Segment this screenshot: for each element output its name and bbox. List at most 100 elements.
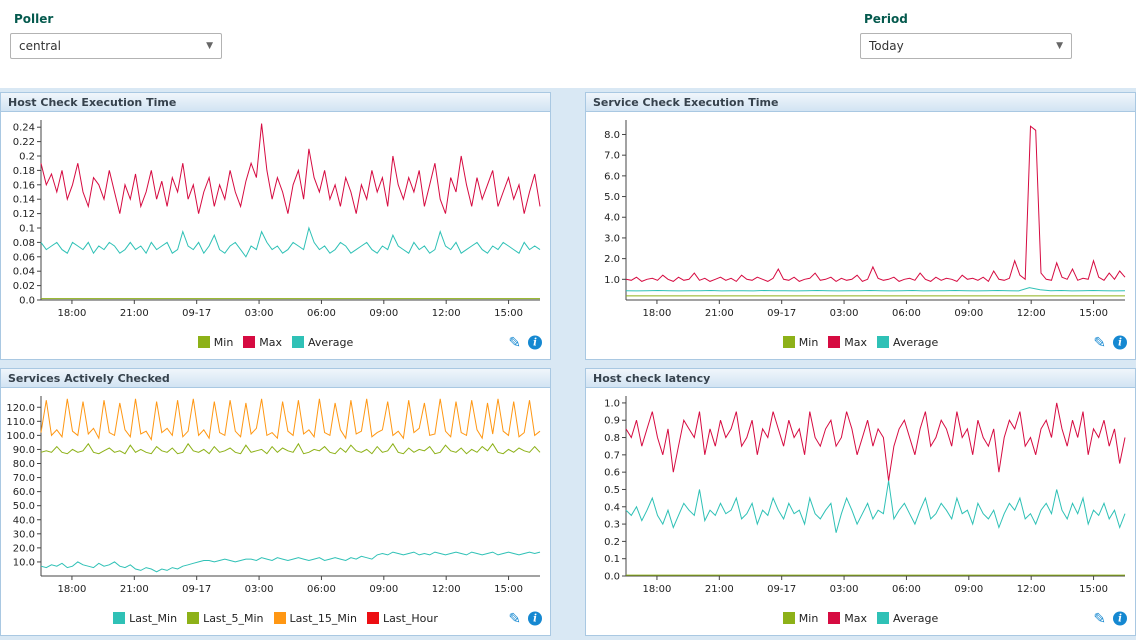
- legend-swatch: [273, 612, 286, 624]
- legend-label: Last_Hour: [382, 612, 438, 625]
- svg-text:12:00: 12:00: [432, 308, 461, 319]
- panel-footer: Min Max Average ✎ i: [1, 326, 550, 359]
- svg-text:60.0: 60.0: [13, 487, 35, 498]
- panel-host-check-execution-time: Host Check Execution Time 0.24 0.22 0.2 0.1…: [0, 92, 551, 360]
- svg-text:8.0: 8.0: [604, 130, 620, 141]
- panel-header: Service Check Execution Time: [586, 93, 1135, 112]
- svg-text:1.0: 1.0: [604, 398, 620, 409]
- svg-text:0.02: 0.02: [13, 281, 35, 292]
- line-chart: 8.0 7.0 6.0 5.0 4.0 3.0 2.0 1.0 18:00 21:00 09-17 0…: [586, 112, 1135, 326]
- charts-grid: Host Check Execution Time 0.24 0.22 0.2 0.1…: [0, 88, 1136, 640]
- period-label: Period: [864, 12, 908, 26]
- legend-swatch: [292, 336, 305, 348]
- svg-text:12:00: 12:00: [1017, 584, 1046, 595]
- info-icon[interactable]: i: [1113, 611, 1127, 626]
- poller-selected-value: central: [19, 39, 61, 53]
- svg-text:06:00: 06:00: [307, 584, 336, 595]
- legend-item: Max: [828, 612, 867, 625]
- legend-item: Max: [828, 336, 867, 349]
- poller-select[interactable]: central ▼: [10, 33, 222, 59]
- svg-text:12:00: 12:00: [432, 584, 461, 595]
- svg-text:15:00: 15:00: [494, 308, 523, 319]
- svg-text:0.2: 0.2: [19, 152, 35, 163]
- svg-text:1.0: 1.0: [604, 275, 620, 286]
- panel-footer: Last_Min Last_5_Min Last_15_Min Last_Hour ✎…: [1, 602, 550, 635]
- panel-title: Services Actively Checked: [8, 371, 170, 385]
- edit-icon[interactable]: ✎: [508, 609, 521, 627]
- legend-item: Last_Min: [113, 612, 177, 625]
- legend-label: Min: [798, 336, 819, 349]
- legend-label: Max: [259, 336, 283, 349]
- panel-footer: Min Max Average ✎ i: [586, 326, 1135, 359]
- legend-swatch: [113, 612, 126, 624]
- panel-header: Services Actively Checked: [1, 369, 550, 388]
- legend-label: Last_5_Min: [203, 612, 264, 625]
- poller-filter: Poller central ▼: [10, 12, 222, 59]
- svg-text:21:00: 21:00: [120, 308, 149, 319]
- period-selected-value: Today: [869, 39, 904, 53]
- legend-item: Last_5_Min: [187, 612, 264, 625]
- svg-text:0.12: 0.12: [13, 209, 35, 220]
- svg-text:0.08: 0.08: [13, 238, 35, 249]
- legend-item: Average: [877, 336, 938, 349]
- svg-text:0.04: 0.04: [13, 267, 35, 278]
- svg-text:09:00: 09:00: [954, 308, 983, 319]
- svg-text:110.0: 110.0: [6, 417, 35, 428]
- legend-item: Average: [877, 612, 938, 625]
- svg-text:0.0: 0.0: [604, 572, 620, 583]
- svg-text:09-17: 09-17: [182, 308, 211, 319]
- svg-text:15:00: 15:00: [1079, 308, 1108, 319]
- panel-header: Host Check Execution Time: [1, 93, 550, 112]
- legend-label: Average: [893, 612, 939, 625]
- panel-title: Service Check Execution Time: [593, 95, 779, 109]
- svg-text:09-17: 09-17: [182, 584, 211, 595]
- line-chart: 120.0 110.0 100.0 90.0 80.0 70.0 60.0 50.0 40.0 3…: [1, 388, 550, 602]
- chart-legend: Min Max Average: [782, 336, 938, 349]
- period-select[interactable]: Today ▼: [860, 33, 1072, 59]
- panel-service-check-execution-time: Service Check Execution Time 8.0 7.0 6.0 5.…: [585, 92, 1136, 360]
- legend-label: Max: [844, 336, 868, 349]
- legend-item: Min: [782, 336, 819, 349]
- svg-text:100.0: 100.0: [6, 431, 35, 442]
- svg-text:7.0: 7.0: [604, 151, 620, 162]
- svg-text:03:00: 03:00: [245, 584, 274, 595]
- svg-text:03:00: 03:00: [830, 584, 859, 595]
- svg-text:0.22: 0.22: [13, 137, 35, 148]
- legend-item: Min: [782, 612, 819, 625]
- legend-swatch: [187, 612, 200, 624]
- svg-text:0.06: 0.06: [13, 252, 35, 263]
- info-icon[interactable]: i: [528, 335, 542, 350]
- svg-text:0.1: 0.1: [604, 554, 620, 565]
- svg-text:30.0: 30.0: [13, 529, 35, 540]
- line-chart: 1.0 0.9 0.8 0.7 0.6 0.5 0.4 0.3 0.2 0.1 0.0 18:00 21…: [586, 388, 1135, 602]
- svg-text:0.16: 0.16: [13, 180, 35, 191]
- panel-header: Host check latency: [586, 369, 1135, 388]
- svg-text:20.0: 20.0: [13, 543, 35, 554]
- poller-label: Poller: [14, 12, 54, 26]
- panel-host-check-latency: Host check latency 1.0 0.9 0.8 0.7 0.6 0.5 0.4…: [585, 368, 1136, 636]
- legend-label: Last_Min: [129, 612, 178, 625]
- chart-legend: Last_Min Last_5_Min Last_15_Min Last_Hour: [113, 612, 438, 625]
- svg-text:0.2: 0.2: [604, 537, 620, 548]
- svg-text:15:00: 15:00: [494, 584, 523, 595]
- svg-text:0.18: 0.18: [13, 166, 35, 177]
- svg-text:0.5: 0.5: [604, 485, 620, 496]
- svg-text:0.14: 0.14: [13, 195, 35, 206]
- svg-text:12:00: 12:00: [1017, 308, 1046, 319]
- svg-text:40.0: 40.0: [13, 515, 35, 526]
- svg-text:90.0: 90.0: [13, 445, 35, 456]
- svg-text:0.0: 0.0: [19, 296, 35, 307]
- info-icon[interactable]: i: [1113, 335, 1127, 350]
- svg-text:18:00: 18:00: [643, 584, 672, 595]
- info-icon[interactable]: i: [528, 611, 542, 626]
- legend-label: Min: [798, 612, 819, 625]
- svg-text:09-17: 09-17: [767, 308, 796, 319]
- edit-icon[interactable]: ✎: [1093, 333, 1106, 351]
- legend-swatch: [877, 612, 890, 624]
- svg-text:0.6: 0.6: [604, 468, 620, 479]
- edit-icon[interactable]: ✎: [508, 333, 521, 351]
- period-filter: Period Today ▼: [860, 12, 1072, 59]
- svg-text:09-17: 09-17: [767, 584, 796, 595]
- chart-canvas: 8.0 7.0 6.0 5.0 4.0 3.0 2.0 1.0 18:00 21:00 09-17 0…: [604, 120, 1126, 319]
- edit-icon[interactable]: ✎: [1093, 609, 1106, 627]
